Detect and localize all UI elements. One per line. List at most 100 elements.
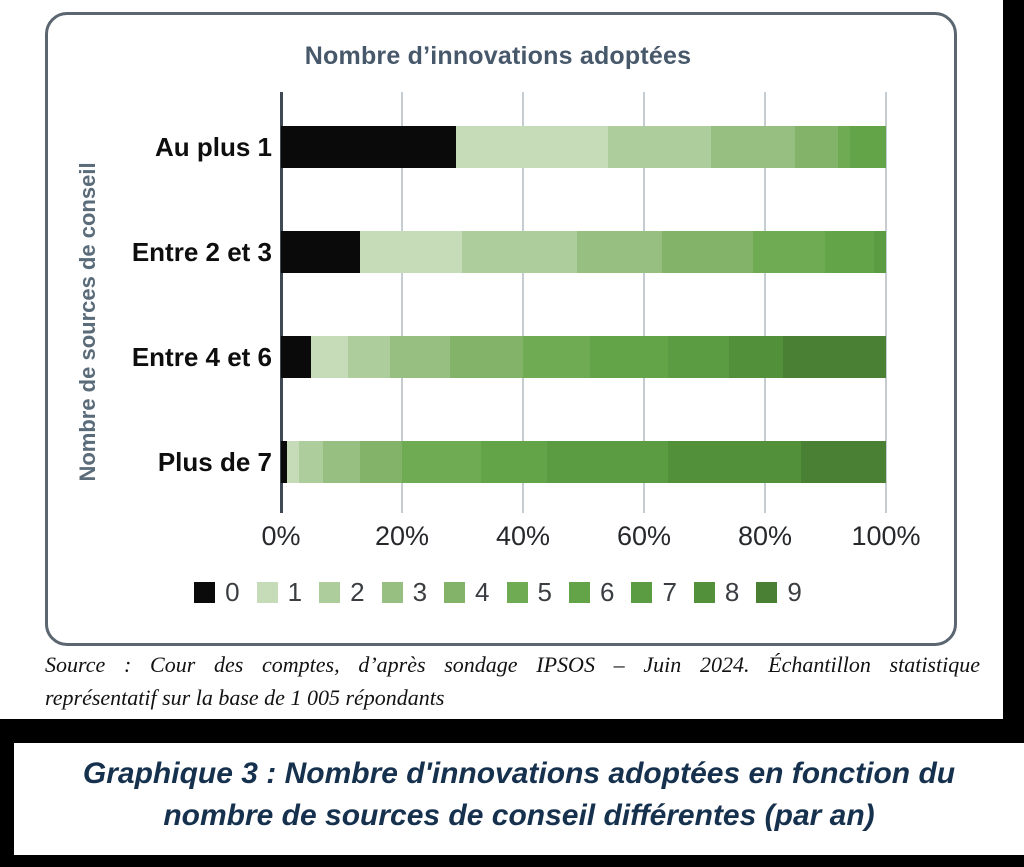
legend-label: 0 — [225, 577, 240, 607]
legend-swatch — [256, 582, 278, 603]
legend-item: 4 — [444, 577, 490, 608]
legend-swatch — [506, 582, 528, 603]
legend-item: 7 — [631, 577, 677, 608]
legend-swatch — [756, 582, 778, 603]
decorative-black-band-top — [0, 719, 1024, 743]
bar-segment-7 — [547, 441, 669, 483]
legend-label: 8 — [724, 577, 740, 607]
bar-segment-0 — [281, 441, 288, 483]
plot-area: 0% 20% 40% 60% 80% 100% — [261, 92, 921, 551]
bar-row — [281, 231, 886, 273]
bar-segment-5 — [401, 441, 481, 483]
x-tick-label: 40% — [495, 521, 551, 551]
decorative-black-band-right — [1003, 0, 1024, 721]
bar-segment-6 — [825, 231, 874, 273]
legend-swatch — [444, 582, 466, 603]
bar-segment-1 — [456, 126, 608, 168]
legend-label: 6 — [599, 577, 615, 607]
bar-segment-8 — [668, 441, 802, 483]
bar-segment-5 — [522, 336, 590, 378]
bar-segment-0 — [281, 231, 360, 273]
bar-segment-2 — [299, 441, 324, 483]
bar-segment-6 — [480, 441, 548, 483]
bar-segment-0 — [281, 336, 312, 378]
bar-segment-4 — [450, 336, 523, 378]
bar-segment-9 — [801, 441, 886, 483]
legend-label: 7 — [662, 577, 677, 607]
legend-item: 1 — [256, 577, 303, 608]
bar-segment-6 — [849, 126, 886, 168]
bar-segment-1 — [359, 231, 463, 273]
bar-segment-4 — [359, 441, 402, 483]
bar-row — [281, 441, 886, 483]
bar-segment-3 — [577, 231, 663, 273]
gridline — [401, 92, 403, 513]
legend-label: 9 — [787, 577, 802, 607]
figure-caption: Graphique 3 : Nombre d'innovations adopt… — [14, 743, 1024, 837]
y-axis-line — [280, 92, 283, 513]
x-tick-label: 60% — [616, 521, 672, 551]
bar-row — [281, 126, 886, 168]
bar-segment-1 — [287, 441, 300, 483]
legend-item: 8 — [693, 577, 740, 608]
bar-segment-6 — [589, 336, 669, 378]
bar-segment-2 — [347, 336, 390, 378]
gridline — [885, 92, 887, 513]
bar-segment-5 — [752, 231, 826, 273]
x-tick-label: 0% — [261, 521, 301, 551]
bar-segment-3 — [389, 336, 451, 378]
x-tick-label: 80% — [737, 521, 793, 551]
row-label: Plus de 7 — [157, 447, 272, 477]
legend-label: 4 — [475, 577, 490, 607]
legend-swatch — [631, 582, 653, 603]
legend-label: 1 — [287, 577, 303, 607]
bar-segment-1 — [311, 336, 348, 378]
x-tick-label: 20% — [374, 521, 430, 551]
bar-segment-2 — [462, 231, 578, 273]
bar-segment-4 — [795, 126, 838, 168]
y-axis-label: Nombre de sources de conseil — [75, 162, 100, 482]
legend-item: 5 — [506, 577, 552, 608]
gridline — [764, 92, 766, 513]
bar-segment-8 — [728, 336, 784, 378]
source-text-line2: représentatif sur la base de 1 005 répon… — [45, 685, 445, 710]
bar-segment-3 — [323, 441, 360, 483]
legend-item: 2 — [319, 577, 365, 608]
legend-item: 6 — [568, 577, 615, 608]
legend-item: 3 — [381, 577, 428, 608]
decorative-black-band-left — [0, 743, 14, 867]
bar-segment-7 — [668, 336, 729, 378]
chart-frame — [45, 12, 957, 646]
bar-segment-9 — [783, 336, 886, 378]
decorative-black-band-bottom — [0, 855, 1024, 867]
row-label: Entre 4 et 6 — [131, 342, 272, 372]
gridline — [522, 92, 524, 513]
legend-swatch — [568, 582, 590, 603]
row-label: Entre 2 et 3 — [131, 237, 272, 267]
source-text-line1: Source : Cour des comptes, d’après sonda… — [45, 652, 980, 677]
legend: 0 1 2 3 4 5 6 7 8 9 — [45, 577, 951, 608]
bar-segment-5 — [837, 126, 850, 168]
bar-row — [281, 336, 886, 378]
bar-segment-7 — [873, 231, 886, 273]
bar-segment-0 — [281, 126, 457, 168]
legend-item: 0 — [194, 577, 240, 608]
source-note: Source : Cour des comptes, d’après sonda… — [45, 648, 980, 714]
legend-swatch — [319, 582, 341, 603]
chart-title: Nombre d’innovations adoptées — [304, 42, 692, 70]
legend-label: 2 — [350, 577, 365, 607]
bar-segment-4 — [662, 231, 753, 273]
legend-label: 5 — [537, 577, 552, 607]
legend-swatch — [381, 582, 403, 603]
legend-item: 9 — [756, 577, 802, 608]
bar-segment-3 — [710, 126, 796, 168]
bar-segment-2 — [607, 126, 711, 168]
row-label: Au plus 1 — [154, 132, 272, 162]
gridline — [643, 92, 645, 513]
legend-swatch — [194, 582, 216, 603]
x-tick-label: 100% — [851, 521, 921, 551]
legend-label: 3 — [412, 577, 428, 607]
caption-line2: nombre de sources de conseil différentes… — [163, 799, 875, 832]
caption-box: Graphique 3 : Nombre d'innovations adopt… — [14, 743, 1024, 855]
